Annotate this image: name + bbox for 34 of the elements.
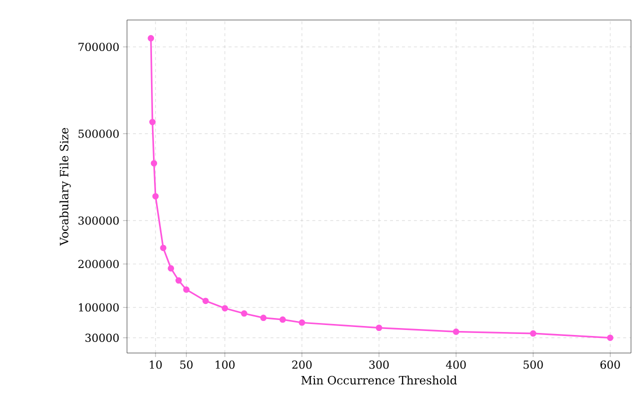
point — [149, 118, 156, 126]
point — [202, 298, 209, 304]
x-tick-label: 100 — [216, 360, 235, 369]
y-tick-label: 100000 — [78, 303, 119, 312]
y-axis-title: Vocabulary File Size — [60, 128, 71, 246]
y-tick-label: 200000 — [78, 260, 119, 268]
point — [175, 277, 182, 284]
point — [298, 319, 306, 326]
point — [152, 193, 159, 200]
x-tick-label: 400 — [446, 360, 466, 369]
y-tick-label: 700000 — [78, 42, 119, 52]
y-tick-label: 500000 — [78, 130, 119, 138]
y-tick-label: 300000 — [78, 216, 119, 225]
point — [150, 160, 158, 166]
point — [222, 305, 228, 312]
point — [160, 244, 166, 252]
x-tick-label: 200 — [292, 360, 312, 369]
point — [148, 35, 154, 42]
x-tick-label: 300 — [369, 360, 389, 369]
x-tick-label: 10 — [150, 360, 162, 369]
point — [168, 265, 174, 272]
x-tick-label: 50 — [180, 360, 193, 369]
point — [260, 314, 267, 322]
point — [607, 334, 614, 341]
x-tick-label: 600 — [600, 360, 620, 369]
x-tick-label: 500 — [524, 360, 543, 369]
point — [530, 330, 536, 337]
point — [183, 286, 190, 293]
y-tick-label: 30000 — [85, 334, 119, 342]
point — [452, 328, 460, 335]
x-axis-title: Min Occurrence Threshold — [301, 376, 457, 385]
point — [279, 316, 286, 323]
point — [240, 310, 248, 317]
point — [376, 324, 382, 332]
